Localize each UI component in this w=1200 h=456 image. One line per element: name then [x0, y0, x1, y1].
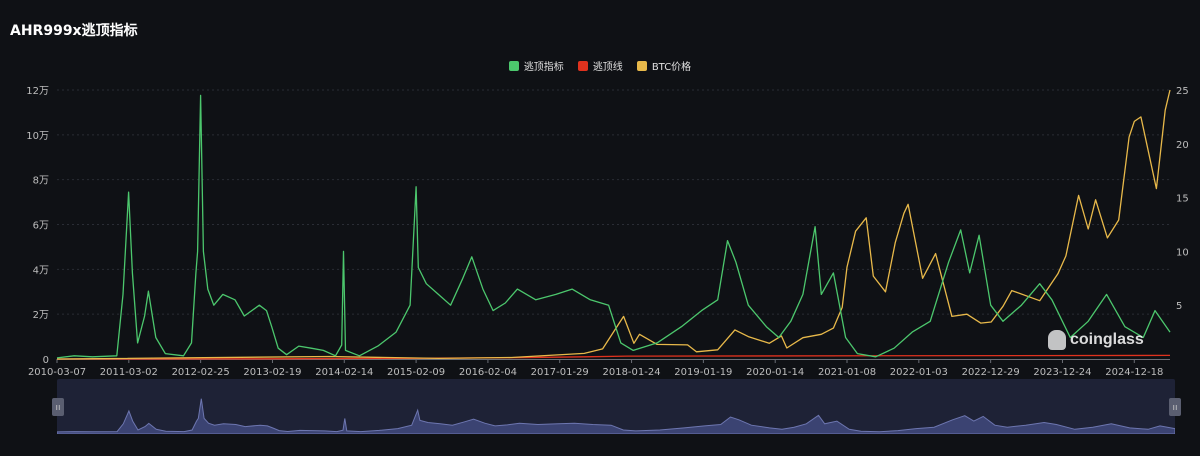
x-tick-label-7: 2017-01-29: [531, 367, 589, 378]
y-left-tick-label-1: 2万: [33, 310, 49, 321]
y-right-tick-label-4: 25: [1176, 86, 1189, 97]
x-tick-label-5: 2015-02-09: [387, 367, 445, 378]
x-tick-label-14: 2023-12-24: [1033, 367, 1091, 378]
y-right-tick-label-2: 15: [1176, 194, 1189, 205]
x-tick-label-3: 2013-02-19: [243, 367, 301, 378]
watermark-text: coinglass: [1070, 331, 1144, 348]
brush-handle-left[interactable]: ıı: [52, 398, 64, 416]
series-line-0: [56, 94, 1171, 359]
legend-label-btc-price: BTC价格: [651, 62, 692, 73]
x-tick-label-6: 2016-02-04: [459, 367, 517, 378]
coinglass-logo-icon: [1048, 330, 1066, 350]
x-tick-label-8: 2018-01-24: [602, 367, 660, 378]
legend-label-indicator: 逃顶指标: [523, 62, 564, 73]
y-right-tick-label-1: 10: [1176, 247, 1189, 258]
x-tick-label-2: 2012-02-25: [172, 367, 230, 378]
y-left-tick-label-0: 0: [43, 355, 49, 366]
x-tick-label-1: 2011-03-02: [100, 367, 158, 378]
x-tick-label-4: 2014-02-14: [315, 367, 373, 378]
y-right-tick-label-0: 5: [1176, 301, 1182, 312]
series-line-2: [56, 89, 1171, 360]
watermark: coinglass: [1048, 330, 1144, 350]
x-tick-label-0: 2010-03-07: [28, 367, 86, 378]
x-tick-label-9: 2019-01-19: [674, 367, 732, 378]
y-left-tick-label-3: 6万: [33, 221, 49, 232]
legend-label-top-line: 逃顶线: [592, 62, 623, 73]
brush-handle-right[interactable]: ıı: [1169, 398, 1181, 416]
y-left-tick-label-4: 8万: [33, 176, 49, 187]
legend-item-indicator[interactable]: 逃顶指标: [508, 58, 564, 73]
x-tick-label-12: 2022-01-03: [890, 367, 948, 378]
y-right-tick-label-3: 20: [1176, 140, 1189, 151]
legend-item-btc-price[interactable]: BTC价格: [636, 58, 692, 73]
chart-legend: 逃顶指标 逃顶线 BTC价格: [0, 58, 1200, 73]
y-left-tick-label-5: 10万: [26, 131, 49, 142]
x-tick-label-13: 2022-12-29: [962, 367, 1020, 378]
legend-swatch-top-line: [577, 60, 588, 71]
legend-swatch-indicator: [508, 60, 519, 71]
brush-preview-area: [57, 398, 1175, 434]
y-left-tick-label-2: 4万: [33, 265, 49, 276]
y-left-tick-label-6: 12万: [26, 86, 49, 97]
legend-item-top-line[interactable]: 逃顶线: [577, 58, 623, 73]
x-tick-label-10: 2020-01-14: [746, 367, 804, 378]
legend-swatch-btc-price: [636, 60, 647, 71]
x-tick-label-15: 2024-12-18: [1105, 367, 1163, 378]
x-tick-label-11: 2021-01-08: [818, 367, 876, 378]
chart-title: AHR999x逃顶指标: [10, 23, 138, 39]
brush-preview: [57, 398, 1175, 434]
